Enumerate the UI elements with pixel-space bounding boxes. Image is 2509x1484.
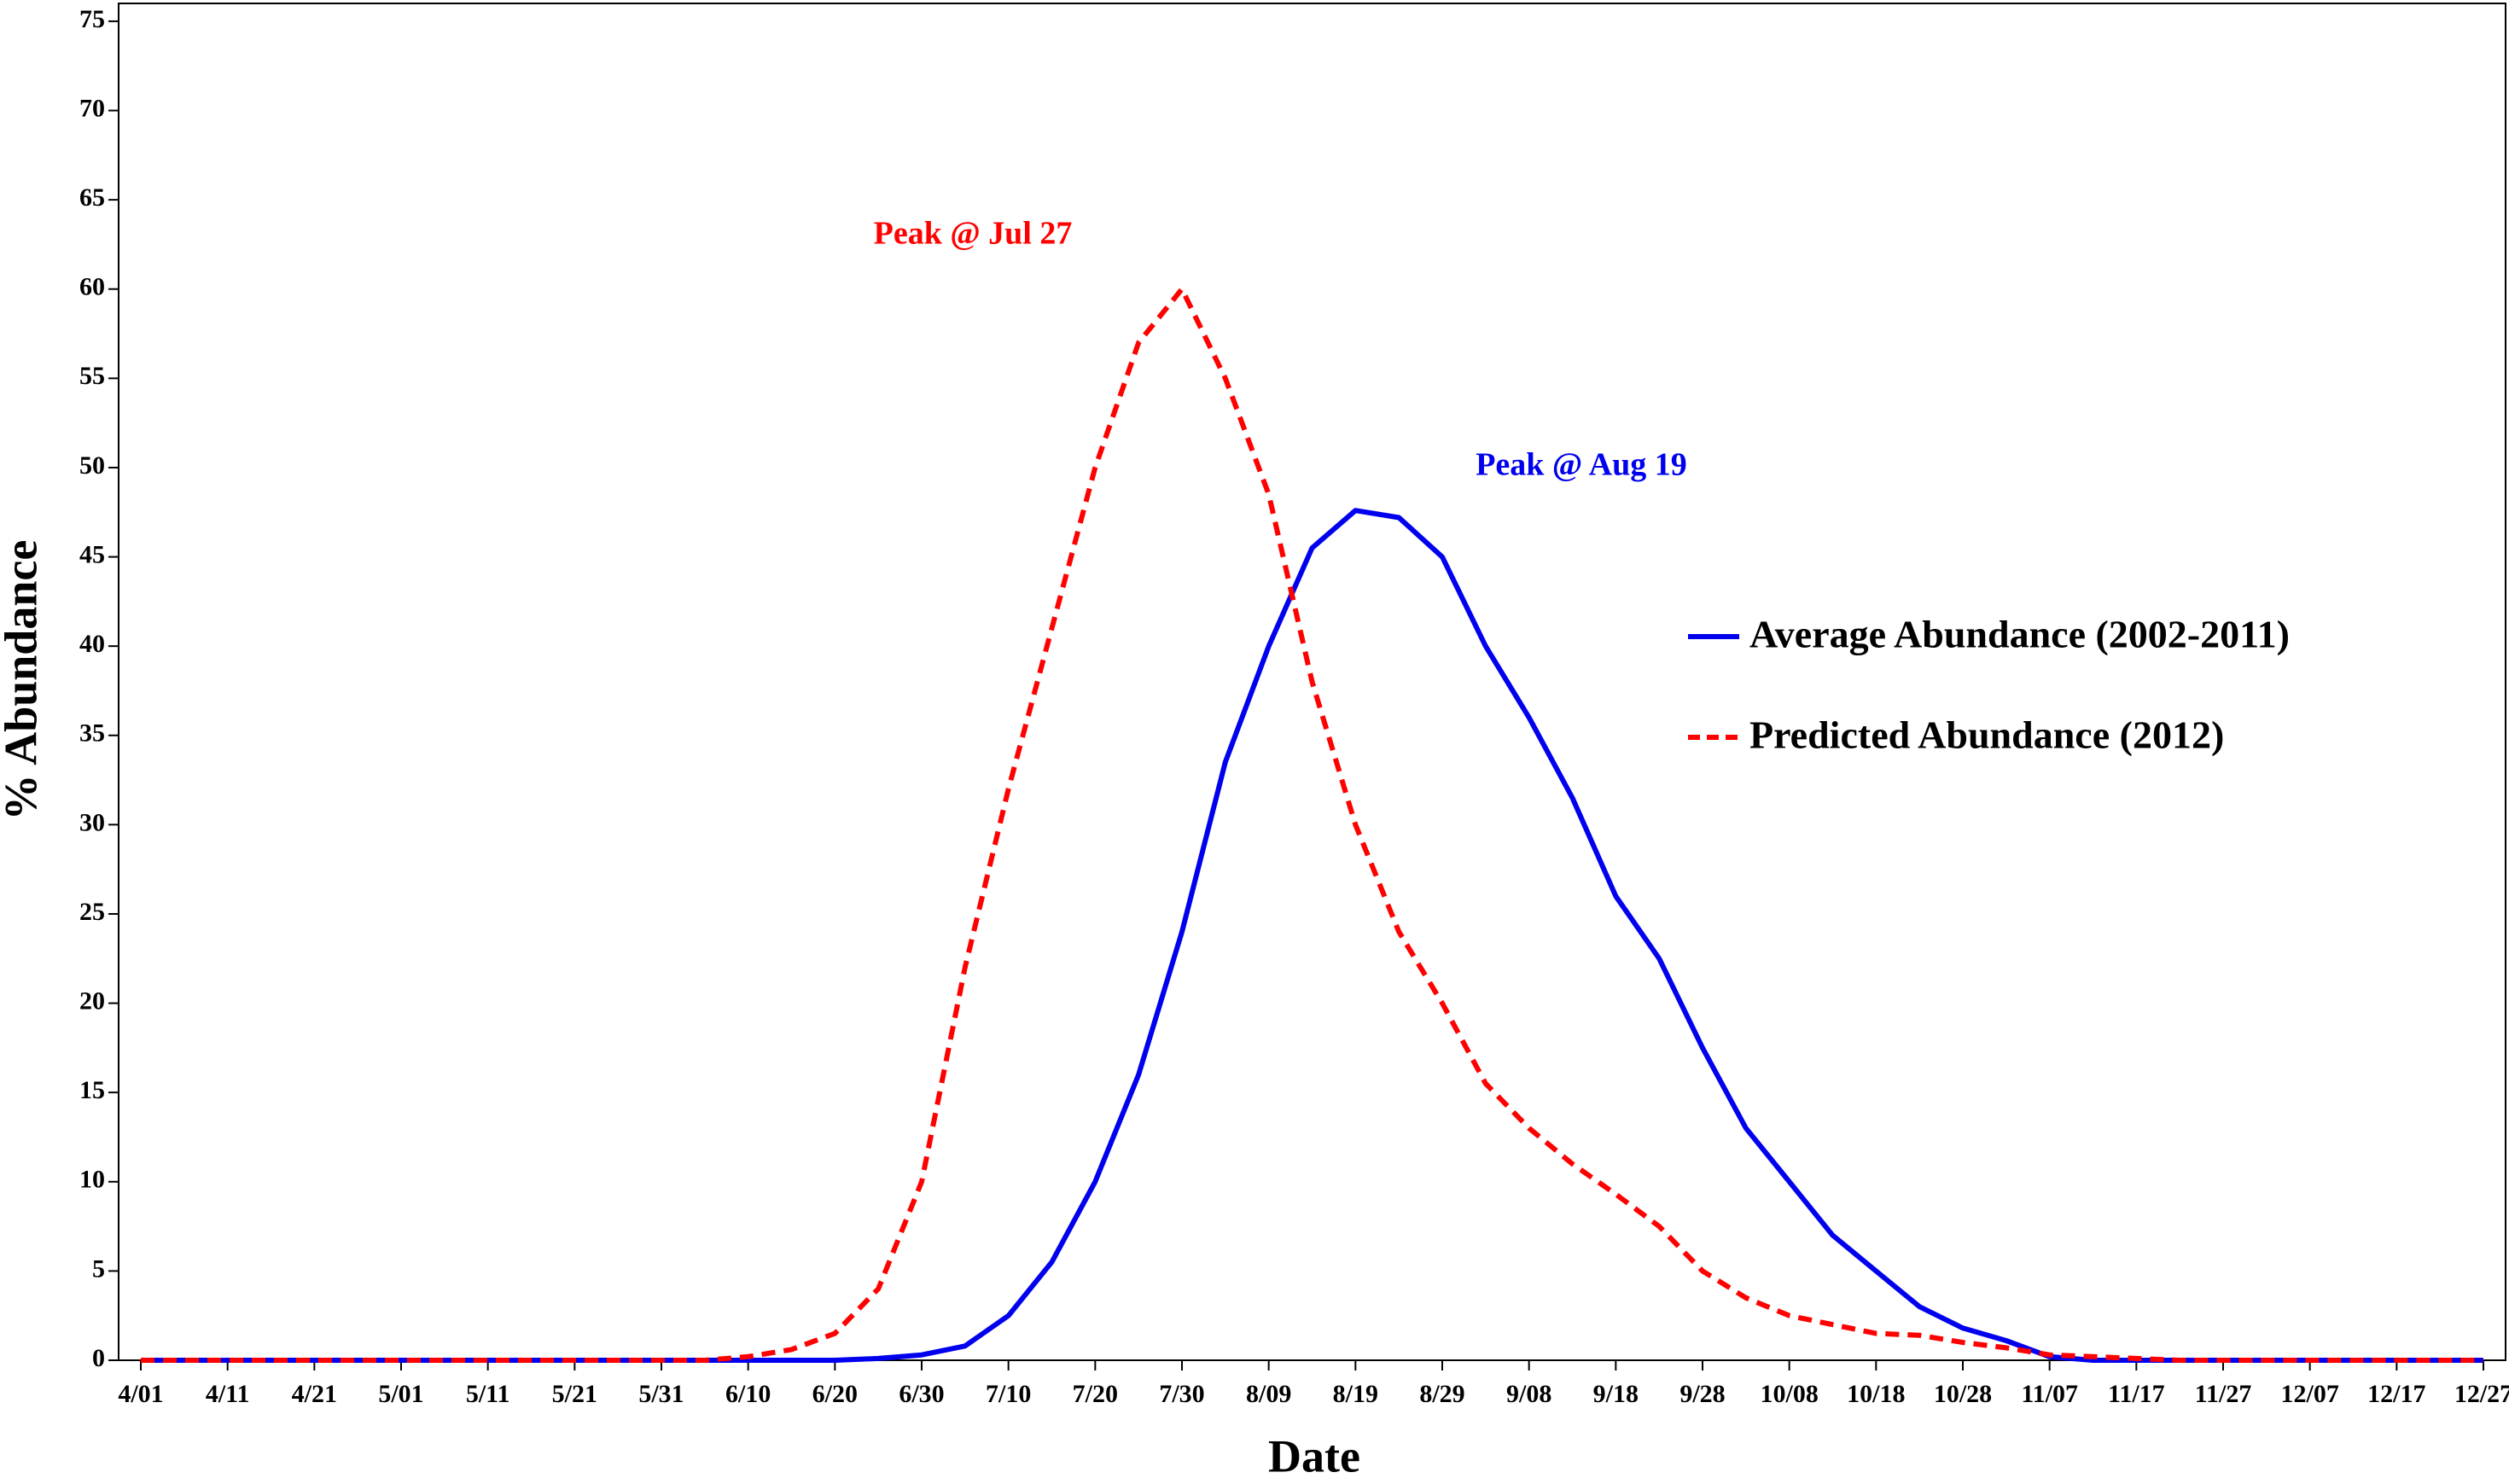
x-tick-label: 5/21	[552, 1380, 597, 1408]
x-tick-label: 4/01	[118, 1380, 163, 1408]
x-tick-label: 7/30	[1159, 1380, 1204, 1408]
y-tick-label: 45	[79, 540, 105, 568]
x-tick-label: 11/27	[2195, 1380, 2252, 1408]
y-tick-label: 30	[79, 808, 105, 836]
series-line	[141, 286, 2483, 1363]
x-tick-label: 6/30	[899, 1380, 944, 1408]
x-tick-label: 12/07	[2280, 1380, 2338, 1408]
plot-frame	[118, 3, 2506, 1361]
x-tick-label: 8/09	[1246, 1380, 1291, 1408]
y-tick-label: 25	[79, 898, 105, 926]
x-tick-label: 5/01	[378, 1380, 423, 1408]
y-tick-label: 15	[79, 1076, 105, 1104]
y-tick-label: 75	[79, 5, 105, 33]
x-tick-label: 8/19	[1333, 1380, 1378, 1408]
x-tick-label: 4/21	[292, 1380, 337, 1408]
y-tick-label: 50	[79, 451, 105, 480]
x-tick-label: 6/20	[812, 1380, 858, 1408]
x-axis-title: Date	[1268, 1430, 1360, 1481]
x-tick-label: 10/08	[1760, 1380, 1818, 1408]
y-tick-label: 60	[79, 273, 105, 301]
annotation: Peak @ Jul 27	[874, 216, 1073, 252]
x-tick-label: 11/07	[2021, 1380, 2078, 1408]
x-tick-label: 8/29	[1419, 1380, 1464, 1408]
y-axis-title: % Abundance	[0, 540, 46, 821]
x-tick-label: 9/28	[1679, 1380, 1725, 1408]
x-tick-label: 11/17	[2108, 1380, 2165, 1408]
y-tick-label: 55	[79, 362, 105, 390]
y-tick-label: 65	[79, 183, 105, 212]
y-tick-label: 20	[79, 986, 105, 1015]
x-tick-label: 7/20	[1073, 1380, 1118, 1408]
y-tick-label: 5	[92, 1254, 105, 1283]
x-tick-label: 10/18	[1847, 1380, 1905, 1408]
x-tick-label: 5/31	[638, 1380, 684, 1408]
legend-label: Average Abundance (2002-2011)	[1749, 613, 2290, 656]
annotation: Peak @ Aug 19	[1476, 447, 1687, 483]
x-tick-label: 6/10	[725, 1380, 771, 1408]
y-tick-label: 70	[79, 94, 105, 122]
y-tick-label: 35	[79, 719, 105, 748]
y-tick-label: 0	[92, 1344, 105, 1372]
x-tick-label: 4/11	[206, 1380, 250, 1408]
y-tick-label: 10	[79, 1166, 105, 1194]
y-tick-label: 40	[79, 630, 105, 658]
legend-label: Predicted Abundance (2012)	[1749, 713, 2224, 757]
x-tick-label: 12/27	[2454, 1380, 2509, 1408]
x-tick-label: 12/17	[2367, 1380, 2425, 1408]
x-tick-label: 10/28	[1934, 1380, 1992, 1408]
x-tick-label: 7/10	[986, 1380, 1031, 1408]
x-tick-label: 5/11	[466, 1380, 510, 1408]
x-tick-label: 9/08	[1506, 1380, 1551, 1408]
x-tick-label: 9/18	[1593, 1380, 1639, 1408]
